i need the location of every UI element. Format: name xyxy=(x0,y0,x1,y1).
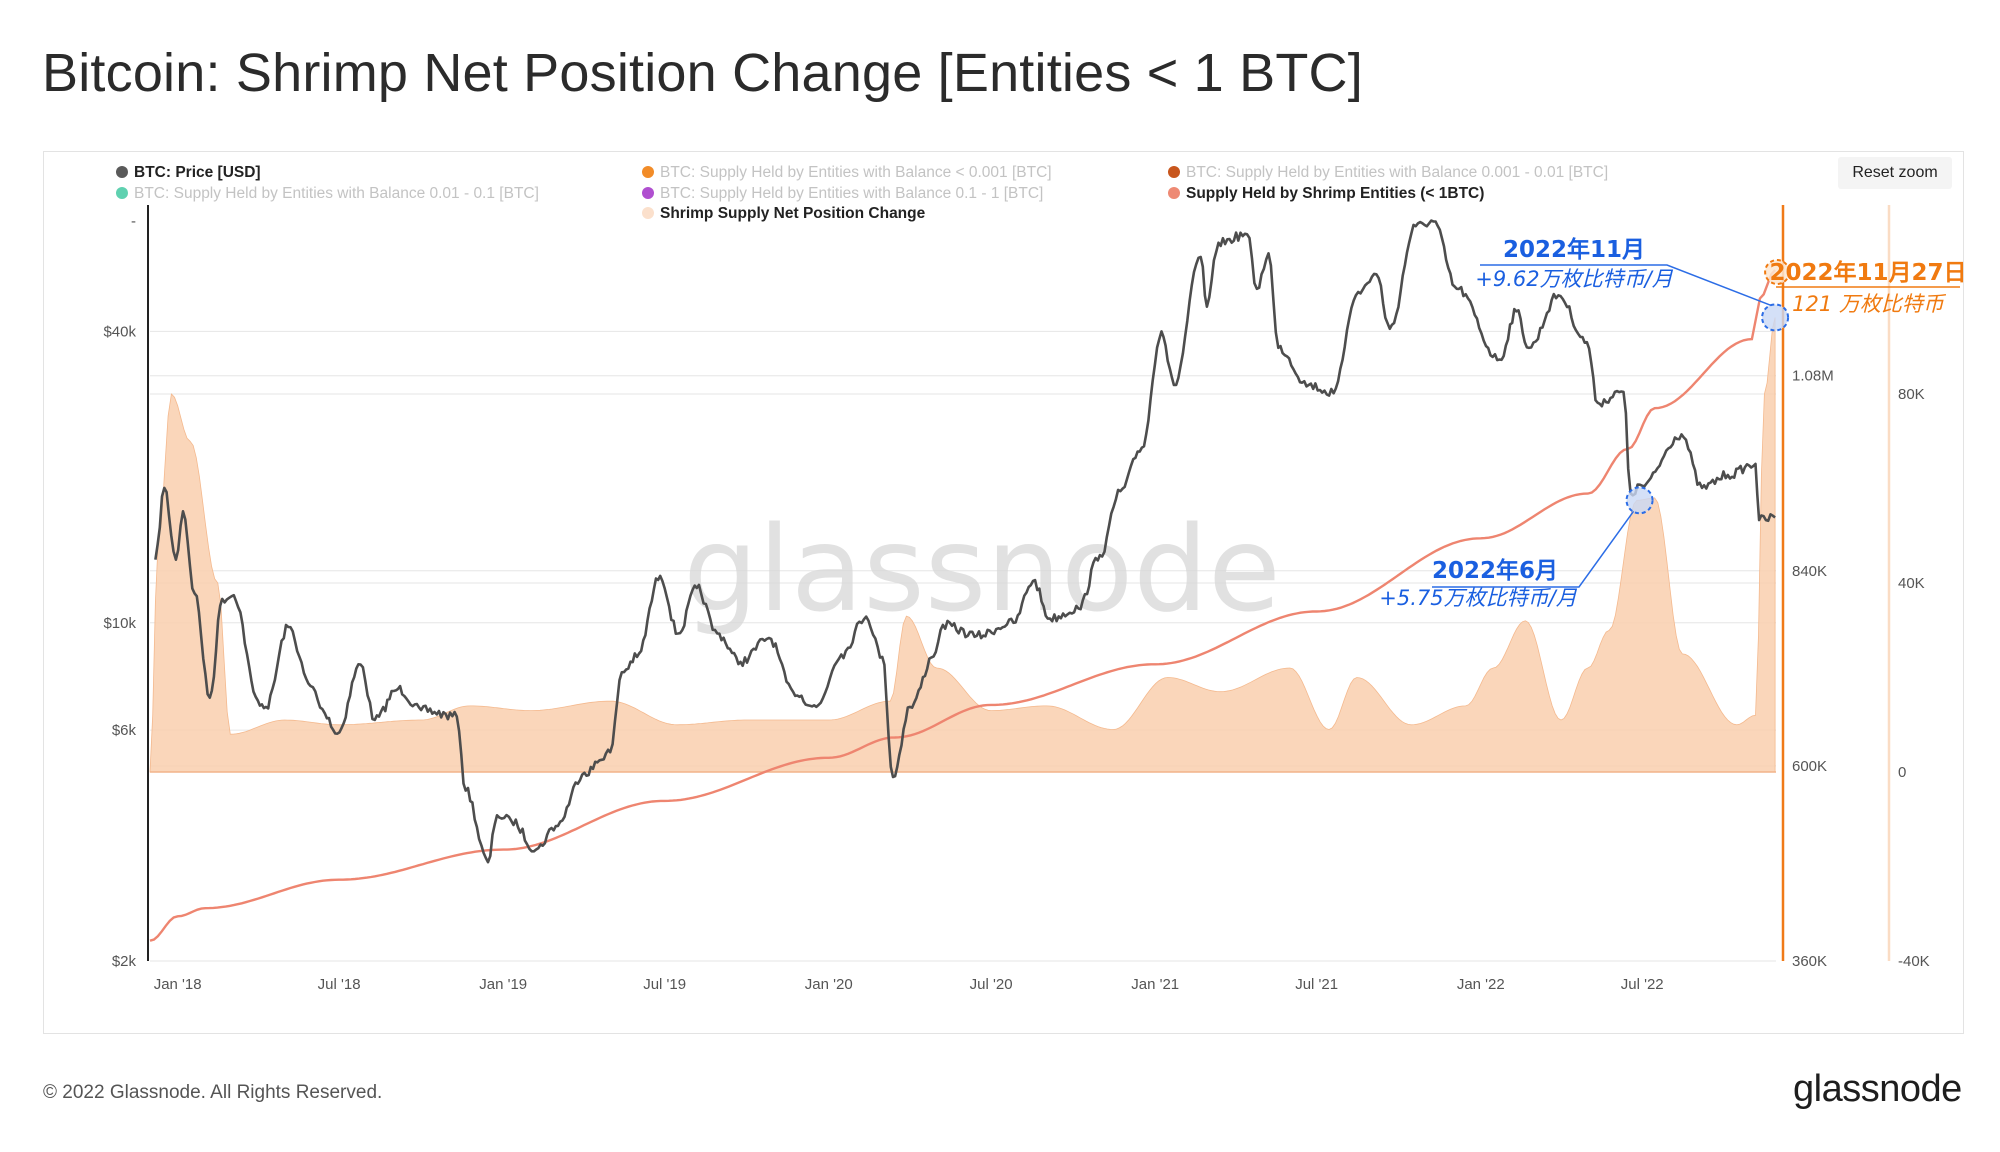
legend-item-label: BTC: Supply Held by Entities with Balanc… xyxy=(1186,164,1608,181)
axes xyxy=(147,205,1891,961)
glassnode-logo: glassnode xyxy=(1793,1068,1962,1110)
page-title: Bitcoin: Shrimp Net Position Change [Ent… xyxy=(42,43,1363,103)
y-tick-label: 1.08M xyxy=(1792,368,1834,385)
y-tick-label: 0 xyxy=(1898,764,1906,781)
legend-item-label: Supply Held by Shrimp Entities (< 1BTC) xyxy=(1186,185,1484,202)
price-line-path xyxy=(154,219,1776,864)
y-tick-label: $40k xyxy=(103,323,136,340)
annotation-title-nov27: 2022年11月27日 xyxy=(1769,259,1966,286)
annotation-leader-jun22 xyxy=(1432,510,1635,588)
shrimp-supply-line-path xyxy=(149,269,1776,942)
chart-frame xyxy=(43,151,1964,1034)
legend-marker xyxy=(642,187,654,199)
legend-item-label: BTC: Supply Held by Entities with Balanc… xyxy=(660,164,1052,181)
legend-marker xyxy=(116,187,128,199)
y-tick-label: -40K xyxy=(1898,953,1930,970)
annotation-text-nov27: 121 万枚比特币 xyxy=(1792,292,1947,316)
x-tick-label: Jul '21 xyxy=(1295,976,1338,993)
annotation-marker-nov27 xyxy=(1764,259,1791,286)
legend-item-label: Shrimp Supply Net Position Change xyxy=(660,205,926,222)
annotation-marker-jun22 xyxy=(1625,486,1654,515)
x-tick-label: Jul '19 xyxy=(643,976,686,993)
x-tick-label: Jan '21 xyxy=(1131,976,1179,993)
legend-item-label: BTC: Supply Held by Entities with Balanc… xyxy=(134,185,539,202)
legend-item-label: BTC: Supply Held by Entities with Balanc… xyxy=(660,185,1043,202)
y-tick-label: 360K xyxy=(1792,953,1827,970)
y-tick-label: $2k xyxy=(112,953,137,970)
net-position-change-area xyxy=(149,317,1776,773)
annotation-title-jun22: 2022年6月 xyxy=(1432,557,1558,584)
annotation-text-nov22: +9.62万枚比特币/月 xyxy=(1475,267,1673,291)
y-tick-label: $6k xyxy=(112,722,137,739)
price-line xyxy=(154,219,1776,864)
y-tick-label: 80K xyxy=(1898,386,1925,403)
x-tick-label: Jan '22 xyxy=(1457,976,1505,993)
x-tick-label: Jul '22 xyxy=(1621,976,1664,993)
legend-marker xyxy=(642,207,654,219)
footer-copyright: © 2022 Glassnode. All Rights Reserved. xyxy=(43,1082,383,1103)
net-position-change-area-path xyxy=(149,317,1776,773)
legend-marker xyxy=(642,166,654,178)
annotation-leader-nov22 xyxy=(1480,264,1772,307)
legend-item-label: BTC: Price [USD] xyxy=(134,164,261,181)
x-tick-label: Jan '19 xyxy=(479,976,527,993)
x-tick-label: Jan '18 xyxy=(154,976,202,993)
annotations: 2022年6月+5.75万枚比特币/月 2022年11月 +9.62万枚比特币/月 2… xyxy=(1379,236,1966,610)
y-tick-label: 40K xyxy=(1898,575,1925,592)
y-tick-label: 840K xyxy=(1792,563,1827,580)
legend-marker xyxy=(1168,187,1180,199)
shrimp-supply-line xyxy=(149,269,1776,942)
annotation-title-nov22: 2022年11月 xyxy=(1503,236,1645,263)
y-tick-label: $10k xyxy=(103,615,136,632)
y-axis-top-label: - xyxy=(131,213,136,230)
y-tick-label: 600K xyxy=(1792,758,1827,775)
annotation-marker-nov22 xyxy=(1761,303,1790,332)
legend-marker xyxy=(116,166,128,178)
legend-marker xyxy=(1168,166,1180,178)
legend: BTC: Price [USD] BTC: Supply Held by Enti… xyxy=(116,164,1608,222)
x-tick-label: Jan '20 xyxy=(805,976,853,993)
reset-zoom-button[interactable]: Reset zoom xyxy=(1838,157,1952,189)
axis-ticks: $2k $6k $10k $40k 360K 600K 840K 1.08M -40K 0 40K 8… xyxy=(103,213,1929,993)
watermark: glassnode xyxy=(683,500,1280,638)
x-tick-label: Jul '20 xyxy=(970,976,1013,993)
x-tick-label: Jul '18 xyxy=(318,976,361,993)
annotation-text-jun22: +5.75万枚比特币/月 xyxy=(1379,586,1577,610)
